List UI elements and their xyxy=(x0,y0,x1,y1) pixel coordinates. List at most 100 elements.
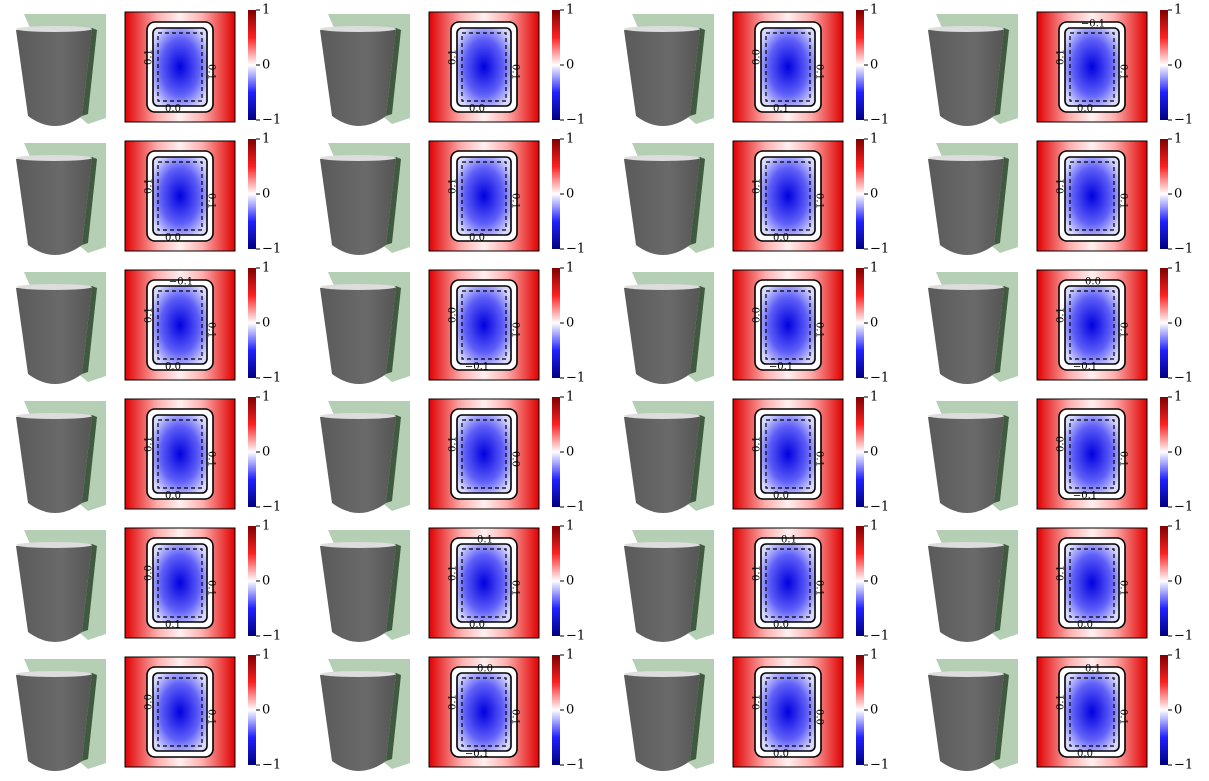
figure: 0.10.10.010−10.10.10.010−10.00.10.110−10… xyxy=(0,0,1209,781)
contour xyxy=(457,28,511,106)
colorbar-tick-label: 1 xyxy=(1174,519,1182,534)
contour-label: 0.1 xyxy=(1056,565,1067,581)
colorbar-tick-label: −1 xyxy=(262,500,281,515)
colorbar-tick-label: −1 xyxy=(1174,242,1193,257)
cup xyxy=(320,544,396,642)
contour-label: 0.0 xyxy=(165,233,181,244)
colorbar xyxy=(856,139,864,249)
cup-rim xyxy=(16,155,92,161)
contour-label: 0.1 xyxy=(448,694,459,710)
colorbar-tick-label: 1 xyxy=(262,519,270,534)
cup-rim xyxy=(928,155,1004,161)
colorbar-tick-label: −1 xyxy=(870,629,889,644)
cup-rim xyxy=(928,26,1004,32)
contour-label: 0.0 xyxy=(1077,104,1093,115)
cup xyxy=(624,157,700,255)
contour-label: 0.0 xyxy=(144,694,155,710)
colorbar xyxy=(552,139,560,249)
panel: 0.10.1−0.10.010−1 xyxy=(928,261,1193,386)
colorbar-tick-label: 1 xyxy=(870,648,878,663)
colorbar-tick-label: 0 xyxy=(870,58,878,73)
cup xyxy=(624,28,700,126)
colorbar-tick-label: 0 xyxy=(262,316,270,331)
contour xyxy=(153,415,207,493)
contour xyxy=(1065,286,1119,364)
colorbar-tick-label: 1 xyxy=(262,261,270,276)
colorbar-tick-label: 0 xyxy=(1174,574,1182,589)
colorbar-tick-label: −1 xyxy=(262,371,281,386)
contour xyxy=(153,28,207,106)
contour-label: 0.0 xyxy=(165,104,181,115)
contour-label: 0.1 xyxy=(814,64,825,80)
contour-label: 0.0 xyxy=(165,362,181,373)
colorbar-tick-label: 1 xyxy=(870,390,878,405)
colorbar-tick-label: −1 xyxy=(566,629,585,644)
contour-label: 0.1 xyxy=(1118,580,1129,596)
contour-label: 0.1 xyxy=(206,322,217,338)
contour-label: 0.1 xyxy=(1056,178,1067,194)
cup xyxy=(928,28,1004,126)
cup-rim xyxy=(624,542,700,548)
cup xyxy=(928,286,1004,384)
colorbar xyxy=(552,655,560,765)
panel: 0.10.10.010−1 xyxy=(16,390,281,515)
cup-rim xyxy=(624,671,700,677)
colorbar-tick-label: 1 xyxy=(566,390,574,405)
cup xyxy=(16,28,92,126)
colorbar-tick-label: 0 xyxy=(1174,316,1182,331)
contour-label: 0.0 xyxy=(1056,436,1067,452)
colorbar-tick-label: 0 xyxy=(566,187,574,202)
contour xyxy=(761,415,815,493)
contour-label: 0.0 xyxy=(477,664,493,675)
contour-label: 0.1 xyxy=(144,49,155,65)
colorbar-tick-label: 0 xyxy=(566,58,574,73)
contour xyxy=(1065,157,1119,235)
cup xyxy=(320,415,396,513)
contour-label: −0.1 xyxy=(169,277,193,288)
colorbar-tick-label: −1 xyxy=(566,758,585,773)
colorbar-tick-label: −1 xyxy=(566,113,585,128)
contour-label: 0.1 xyxy=(1118,451,1129,467)
colorbar-tick-label: 0 xyxy=(566,316,574,331)
cup-rim xyxy=(624,413,700,419)
colorbar xyxy=(1160,397,1168,507)
contour xyxy=(761,286,815,364)
contour-label: 0.1 xyxy=(144,178,155,194)
cup xyxy=(16,544,92,642)
colorbar-tick-label: −1 xyxy=(1174,758,1193,773)
contour-label: 0.1 xyxy=(1085,664,1101,675)
cup-rim xyxy=(928,413,1004,419)
colorbar-tick-label: −1 xyxy=(566,500,585,515)
cup xyxy=(320,673,396,771)
contour-label: 0.0 xyxy=(814,709,825,725)
contour-label: 0.0 xyxy=(773,491,789,502)
cup xyxy=(16,286,92,384)
contour-label: 0.1 xyxy=(510,580,521,596)
colorbar-tick-label: 0 xyxy=(870,316,878,331)
colorbar-tick-label: 0 xyxy=(262,703,270,718)
contour xyxy=(153,157,207,235)
colorbar-tick-label: 0 xyxy=(566,574,574,589)
contour xyxy=(457,286,511,364)
contour-label: 0.0 xyxy=(144,565,155,581)
colorbar-tick-label: 1 xyxy=(870,261,878,276)
panel: 0.10.010−1 xyxy=(320,390,585,515)
contour-label: 0.1 xyxy=(781,535,797,546)
contour xyxy=(457,544,511,622)
colorbar-tick-label: −1 xyxy=(1174,371,1193,386)
colorbar-tick-label: 0 xyxy=(262,574,270,589)
panel: 0.00.1−0.110−1 xyxy=(928,390,1193,515)
contour-label: 0.1 xyxy=(814,322,825,338)
panel: 0.10.10.010−1 xyxy=(928,519,1193,644)
contour-label: 0.1 xyxy=(1056,694,1067,710)
panel: 0.10.10.00.110−1 xyxy=(928,648,1193,773)
colorbar-tick-label: 1 xyxy=(262,132,270,147)
contour-label: 0.1 xyxy=(752,178,763,194)
contour-label: 0.1 xyxy=(448,436,459,452)
contour-label: 0.1 xyxy=(165,620,181,631)
cup xyxy=(624,673,700,771)
contour-label: 0.1 xyxy=(510,709,521,725)
contour xyxy=(761,673,815,751)
panel: 0.10.10.010−1 xyxy=(16,132,281,257)
contour-label: 0.1 xyxy=(144,436,155,452)
